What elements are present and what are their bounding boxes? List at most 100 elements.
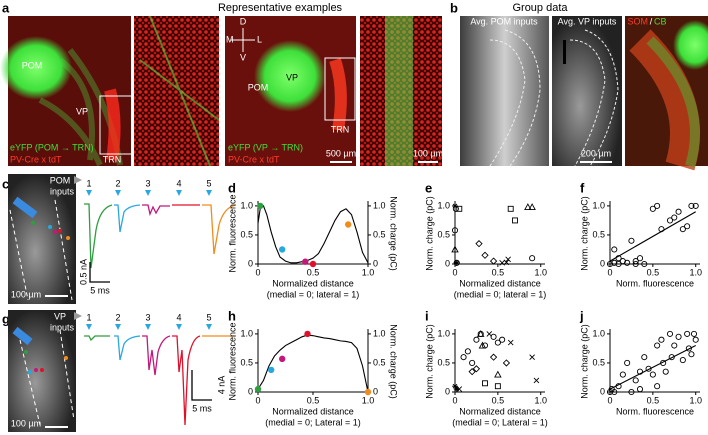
x-tick-label: 0.5	[492, 267, 505, 277]
point	[671, 342, 678, 349]
point	[606, 260, 614, 268]
point	[649, 205, 656, 212]
point	[619, 371, 626, 378]
stain-label: /	[650, 16, 653, 26]
point	[486, 331, 493, 337]
panel-label: c	[2, 176, 9, 191]
point	[641, 260, 648, 268]
point	[257, 202, 264, 210]
image	[8, 174, 82, 304]
point	[636, 386, 644, 393]
y-tick-label: 1.0	[592, 328, 605, 338]
trace-number: 2	[115, 312, 120, 322]
axis	[257, 329, 369, 393]
y2-tick-label: 0	[373, 258, 378, 268]
point	[505, 256, 511, 263]
legend-text: PV-Cre x tdT	[10, 154, 62, 164]
scale-label: 4 nA	[216, 376, 226, 395]
point	[668, 354, 675, 361]
x-axis-label: Normalized distance	[272, 278, 354, 288]
point	[636, 255, 644, 262]
x-axis-label: (medial = 0; Lateral = 1)	[452, 417, 548, 427]
compass: M	[226, 34, 234, 44]
x-tick-label: 0.5	[492, 395, 505, 405]
point	[456, 205, 463, 212]
image-label: Avg. POM inputs	[470, 16, 538, 26]
fit-line	[609, 211, 696, 262]
x-axis-label: Normalized distance	[459, 278, 541, 288]
y2-tick-label: 1.0	[373, 200, 386, 210]
point	[507, 205, 514, 212]
point	[615, 260, 622, 268]
point	[452, 383, 458, 390]
x-axis-label: Normalized distance	[272, 406, 354, 416]
point	[469, 359, 476, 367]
point	[453, 259, 460, 266]
point	[345, 221, 352, 228]
x-tick-label: 0.5	[307, 395, 320, 405]
x-axis-label: (medial = 0; Lateral = 1)	[265, 417, 361, 427]
legend-text: PV-Cre x tdT	[228, 154, 280, 164]
trace-number: 3	[145, 178, 150, 188]
x-tick-label: 1.0	[689, 267, 702, 277]
point	[302, 258, 309, 265]
x-tick-label: 1.0	[534, 267, 547, 277]
panel-label: b	[450, 0, 458, 15]
point	[624, 259, 631, 266]
trace-number: 3	[145, 312, 150, 322]
x-tick-label: 0.5	[307, 267, 320, 277]
point	[533, 377, 540, 384]
image-label: inputs	[50, 186, 75, 196]
image-label: VP	[286, 72, 298, 82]
point	[451, 227, 459, 234]
y2-tick-label: 0.5	[373, 357, 386, 367]
compass: L	[257, 34, 262, 44]
trace-number: 5	[206, 178, 211, 188]
point	[512, 217, 518, 224]
y-tick-label: 0.5	[437, 357, 450, 367]
x-axis-label: Norm. fluorescence	[616, 278, 694, 288]
x-tick-label: 1.0	[362, 267, 375, 277]
y-axis-label: Norm. charge (pC)	[424, 324, 434, 399]
x-tick-label: 0	[255, 267, 260, 277]
line	[257, 334, 369, 393]
point	[268, 366, 275, 374]
point	[529, 354, 535, 360]
point	[473, 336, 480, 343]
point	[489, 257, 498, 265]
y-tick-label: 0	[445, 258, 450, 268]
y-tick-label: 0	[248, 258, 253, 268]
point	[490, 333, 497, 340]
x-axis-label: Normalized distance	[459, 406, 541, 416]
y-tick-label: 1.0	[437, 200, 450, 210]
x-tick-label: 0.5	[647, 395, 660, 405]
trace-number: 4	[176, 178, 181, 188]
image-label: POM	[50, 175, 71, 185]
point	[679, 226, 686, 233]
point	[675, 208, 682, 215]
arrows	[86, 190, 212, 196]
y2-axis-label: Norm. charge (pC)	[389, 196, 399, 271]
point	[464, 348, 471, 355]
image-label: POM	[22, 60, 43, 70]
traces	[84, 203, 237, 283]
y-tick-label: 1.0	[240, 328, 253, 338]
trace-number: 5	[206, 312, 211, 322]
point	[692, 336, 699, 343]
y-tick-label: 0.5	[240, 357, 253, 367]
point	[662, 368, 669, 375]
y2-axis-label: Norm. charge (pC)	[389, 324, 399, 399]
point	[279, 246, 286, 253]
point	[679, 356, 686, 364]
image	[460, 16, 708, 171]
point	[364, 388, 372, 396]
scale-label: 500 µm	[326, 148, 356, 158]
y-tick-label: 1.0	[240, 200, 253, 210]
point	[632, 377, 639, 384]
